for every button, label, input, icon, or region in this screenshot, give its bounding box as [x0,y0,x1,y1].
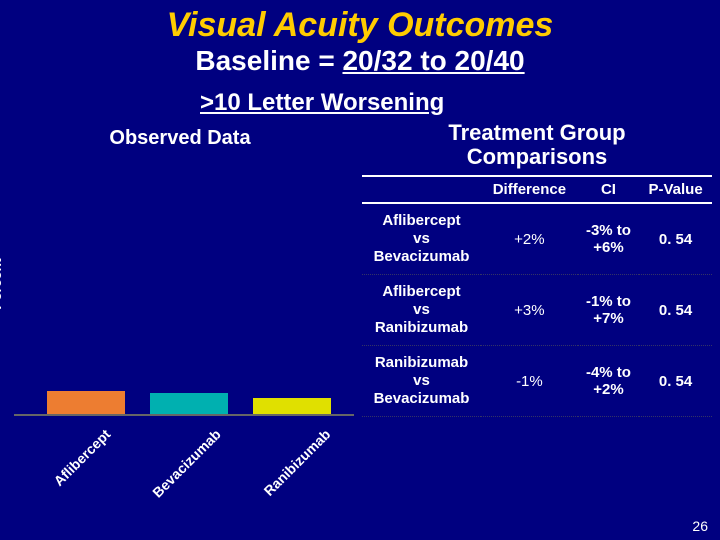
bars-container [34,154,344,414]
table-header: CI [578,176,639,203]
table-header: Difference [481,176,578,203]
ci-value: -1% to+7% [578,275,639,346]
ci-value: -4% to+2% [578,346,639,417]
chart-panel: Observed Data Percent Aflibercept Bevaciz… [0,121,360,506]
x-axis-label: Aflibercept [50,426,113,489]
difference-value: +2% [481,203,578,275]
table-row: AfliberceptvsRanibizumab+3%-1% to+7%0. 5… [362,275,712,346]
comparison-table: Difference CI P-Value AfliberceptvsBevac… [362,175,712,417]
slide-title: Visual Acuity Outcomes [0,0,720,45]
slide-subtitle: Baseline = 20/32 to 20/40 [0,45,720,77]
table-header: P-Value [639,176,712,203]
comparison-label: RanibizumabvsBevacizumab [362,346,481,417]
difference-value: +3% [481,275,578,346]
table-body: AfliberceptvsBevacizumab+2%-3% to+6%0. 5… [362,203,712,417]
table-row: AfliberceptvsBevacizumab+2%-3% to+6%0. 5… [362,203,712,275]
p-value: 0. 54 [639,346,712,417]
table-panel: Treatment GroupComparisons Difference CI… [362,121,712,506]
subtitle-lead: Baseline = [195,45,342,76]
comparison-label: AfliberceptvsBevacizumab [362,203,481,275]
table-row: RanibizumabvsBevacizumab-1%-4% to+2%0. 5… [362,346,712,417]
p-value: 0. 54 [639,275,712,346]
ci-value: -3% to+6% [578,203,639,275]
y-axis-label: Percent [0,258,4,309]
p-value: 0. 54 [639,203,712,275]
section-title: >10 Letter Worsening [200,89,720,117]
content-row: Observed Data Percent Aflibercept Bevaciz… [0,121,720,506]
table-header [362,176,481,203]
x-axis-label: Bevacizumab [149,426,224,501]
bar [150,393,228,414]
bar-chart: Percent [14,154,354,416]
bar [47,391,125,414]
table-title: Treatment GroupComparisons [362,121,712,169]
x-axis-label: Ranibizumab [260,426,333,499]
comparison-label: AfliberceptvsRanibizumab [362,275,481,346]
difference-value: -1% [481,346,578,417]
x-axis-labels: Aflibercept Bevacizumab Ranibizumab [14,416,354,506]
table-header-row: Difference CI P-Value [362,176,712,203]
slide: Visual Acuity Outcomes Baseline = 20/32 … [0,0,720,540]
subtitle-range: 20/32 to 20/40 [342,45,524,76]
page-number: 26 [692,518,708,534]
bar [253,398,331,414]
chart-title: Observed Data [0,127,360,150]
